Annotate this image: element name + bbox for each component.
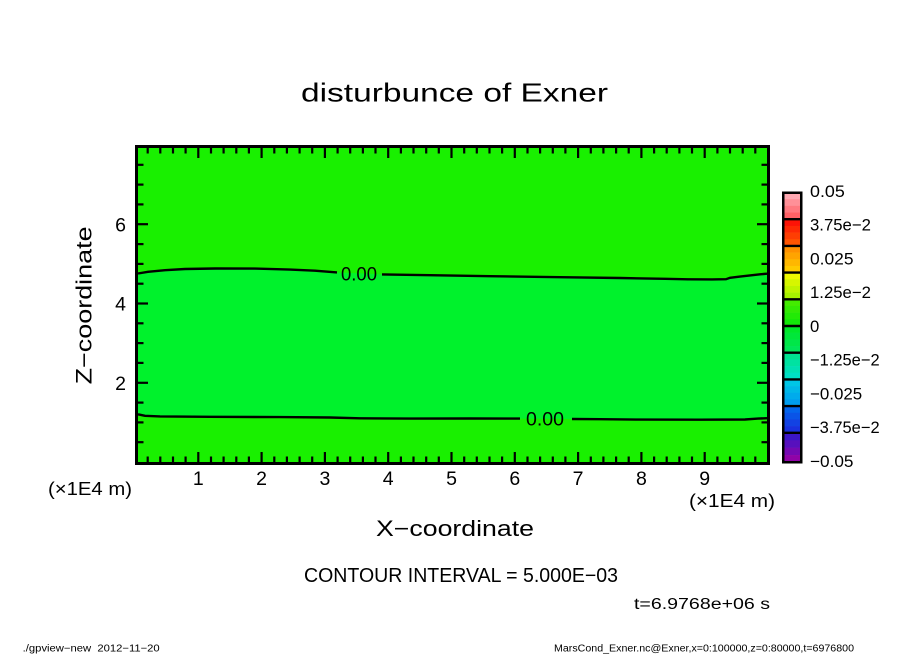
svg-text:−1.25e−2: −1.25e−2 xyxy=(810,351,880,370)
svg-text:./gpview−new 2012−11−20: ./gpview−new 2012−11−20 xyxy=(23,643,160,654)
svg-text:−0.025: −0.025 xyxy=(810,384,862,403)
svg-text:t=6.9768e+06 s: t=6.9768e+06 s xyxy=(634,596,770,613)
svg-text:0.025: 0.025 xyxy=(810,249,854,268)
svg-text:2: 2 xyxy=(115,373,126,395)
svg-text:5: 5 xyxy=(446,468,457,490)
svg-text:−3.75e−2: −3.75e−2 xyxy=(810,418,880,437)
svg-text:1.25e−2: 1.25e−2 xyxy=(810,283,871,302)
svg-text:3.75e−2: 3.75e−2 xyxy=(810,216,871,235)
svg-text:(×1E4 m): (×1E4 m) xyxy=(48,478,132,499)
svg-text:6: 6 xyxy=(115,214,126,236)
svg-text:0.00: 0.00 xyxy=(526,410,564,431)
svg-text:2: 2 xyxy=(256,468,267,490)
svg-text:4: 4 xyxy=(383,468,394,490)
svg-text:7: 7 xyxy=(573,468,584,490)
svg-text:MarsCond_Exner.nc@Exner,x=0:10: MarsCond_Exner.nc@Exner,x=0:100000,z=0:8… xyxy=(554,643,854,654)
svg-text:4: 4 xyxy=(115,294,126,316)
svg-text:9: 9 xyxy=(699,468,710,490)
svg-text:3: 3 xyxy=(319,468,330,490)
svg-text:(×1E4 m): (×1E4 m) xyxy=(689,490,775,511)
svg-text:0.05: 0.05 xyxy=(810,182,845,201)
svg-text:6: 6 xyxy=(509,468,520,490)
svg-text:8: 8 xyxy=(636,468,647,490)
svg-text:X−coordinate: X−coordinate xyxy=(376,516,534,541)
svg-text:1: 1 xyxy=(193,468,204,490)
svg-text:disturbunce of Exner: disturbunce of Exner xyxy=(301,78,608,108)
svg-text:0: 0 xyxy=(810,317,819,336)
svg-text:CONTOUR INTERVAL = 5.000E−03: CONTOUR INTERVAL = 5.000E−03 xyxy=(304,565,618,587)
svg-text:Z−coordinate: Z−coordinate xyxy=(72,226,97,384)
svg-text:0.00: 0.00 xyxy=(341,265,377,286)
svg-text:−0.05: −0.05 xyxy=(810,452,854,471)
